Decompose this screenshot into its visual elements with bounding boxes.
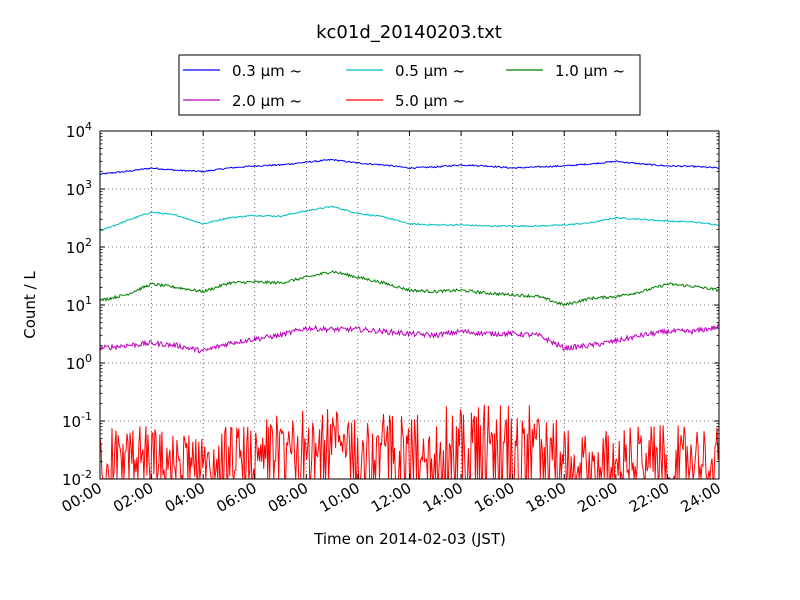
- y-tick-label: 10-1: [62, 410, 92, 431]
- x-tick-label: 06:00: [213, 479, 259, 516]
- y-tick-label: 102: [66, 236, 92, 257]
- y-tick-label: 104: [66, 120, 92, 141]
- series-line: [99, 205, 720, 232]
- y-tick-label: 10-2: [62, 468, 92, 489]
- y-tick-label: 103: [66, 178, 92, 199]
- legend-label: 2.0 μm ~: [232, 92, 302, 110]
- x-tick-labels: 00:00 02:00 04:00 06:00 08:00 10:00 12:00 14:00…: [59, 479, 724, 516]
- grid: [100, 131, 719, 479]
- x-tick-label: 16:00: [471, 479, 517, 516]
- x-tick-label: 10:00: [316, 479, 362, 516]
- legend-label: 0.5 μm ~: [395, 62, 465, 80]
- x-tick-label: 20:00: [574, 479, 620, 516]
- plot-frame: [99, 130, 720, 480]
- x-tick-label: 02:00: [110, 479, 156, 516]
- y-tick-label: 100: [66, 352, 92, 373]
- series-line: [99, 270, 720, 307]
- series-line: [99, 323, 720, 354]
- x-tick-label: 18:00: [523, 479, 569, 516]
- x-tick-label: 08:00: [265, 479, 311, 516]
- legend: 0.3 μm ~ 0.5 μm ~ 1.0 μm ~ 2.0 μm ~ 5.0 μm ~: [178, 54, 641, 116]
- chart-title: kc01d_20140203.txt: [316, 22, 502, 43]
- x-tick-label: 22:00: [626, 479, 672, 516]
- legend-label: 0.3 μm ~: [232, 62, 302, 80]
- y-axis-label: Count / L: [21, 271, 39, 339]
- legend-box: [178, 54, 641, 116]
- axes: [99, 130, 720, 480]
- x-tick-label: 12:00: [368, 479, 414, 516]
- legend-label: 1.0 μm ~: [555, 62, 625, 80]
- x-tick-label: 04:00: [162, 479, 208, 516]
- y-tick-label: 101: [66, 294, 92, 315]
- legend-label: 5.0 μm ~: [395, 92, 465, 110]
- x-axis-label: Time on 2014-02-03 (JST): [313, 530, 506, 548]
- x-tick-label: 14:00: [420, 479, 466, 516]
- x-tick-label: 24:00: [678, 479, 724, 516]
- y-tick-labels: 10-2 10-1 100 101 102 103 104: [62, 120, 92, 489]
- series-line: [99, 158, 720, 175]
